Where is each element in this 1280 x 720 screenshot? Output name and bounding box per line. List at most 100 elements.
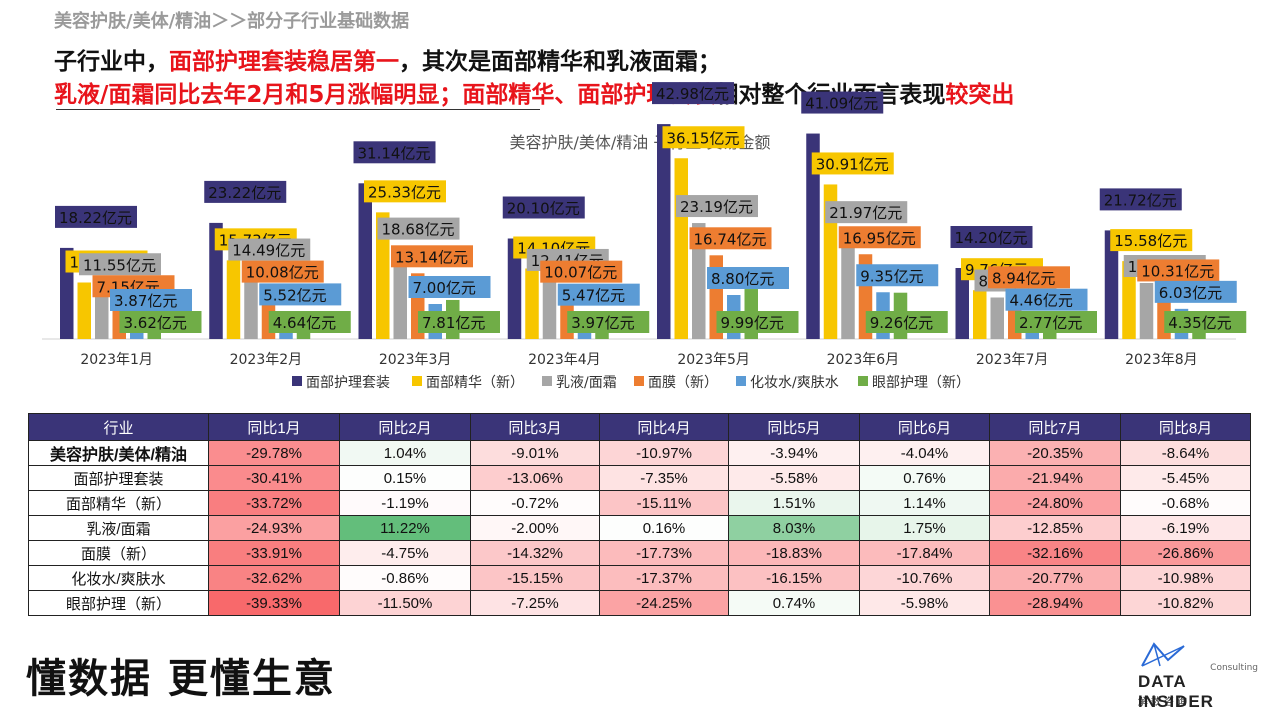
bar [358,183,372,339]
table-header-row: 行业 同比1月 同比2月 同比3月 同比4月 同比5月 同比6月 同比7月 同比8月 [28,413,1251,441]
data-label: 9.26亿元 [870,314,933,332]
data-label: 13.14亿元 [395,248,468,266]
row-label: 美容护肤/美体/精油 [28,440,209,466]
table-cell: 1.14% [859,490,990,516]
data-label-bg [540,260,623,283]
data-label: 10.07亿元 [544,264,617,282]
headline-segment: ，其次是面部精华和乳液面霜； [399,49,721,75]
data-label: 3.87亿元 [114,292,177,310]
table-row: 美容护肤/美体/精油 -29.78% 1.04% -9.01% -10.97% -3.94… [28,440,1251,466]
table-cell: -30.41% [208,465,340,491]
table-cell: -33.91% [208,540,340,566]
data-label: 7.00亿元 [413,279,476,297]
data-label-bg [1099,188,1182,211]
bar [209,222,223,339]
bar [692,223,706,339]
data-label: 36.15亿元 [667,129,740,147]
bar [376,212,390,339]
data-label-bg [353,141,436,164]
data-label: 10.31亿元 [1141,262,1214,280]
data-label-bg [408,276,491,298]
data-label: 4.46亿元 [1010,292,1073,310]
bar [393,245,407,339]
table-header-cell: 同比3月 [470,413,600,441]
table-cell: 8.03% [728,515,860,541]
headline-underline [56,109,540,110]
table-header-cell: 同比4月 [599,413,729,441]
table-cell: 0.74% [728,590,860,616]
data-label: 42.98亿元 [656,85,729,103]
table-cell: -3.94% [728,440,860,466]
headline-segment: 乳液/面霜同比去年2月和5月涨幅明显；面部精华、面部护理套装 [54,82,716,108]
data-label: 18.68亿元 [382,221,455,239]
table-cell: -26.86% [1120,540,1251,566]
legend-label: 乳液/面霜 [556,375,617,391]
x-tick-label: 2023年7月 [976,352,1049,368]
table-cell: -7.35% [599,465,729,491]
data-label-bg [418,311,500,333]
bar [806,133,820,339]
x-tick-label: 2023年3月 [379,352,452,368]
data-label: 14.49亿元 [232,242,305,260]
data-label-bg [119,311,202,333]
data-label: 6.03亿元 [1159,284,1222,302]
data-label-bg [662,126,745,149]
x-tick-label: 2023年6月 [827,352,900,368]
bar [226,260,241,339]
legend-swatch [292,376,302,386]
data-label: 11.55亿元 [83,256,156,274]
data-label-bg [716,311,799,333]
data-label: 8.80亿元 [711,270,774,288]
data-label: 23.22亿元 [208,184,281,202]
table-cell: -4.75% [339,540,471,566]
data-label-bg [55,205,137,228]
logo-cn-text: 解数咨询 [1138,697,1190,708]
table-cell: -10.82% [1120,590,1251,616]
table-header-cell: 同比8月 [1120,413,1251,441]
data-label: 2.77亿元 [1019,314,1082,332]
table-row: 面膜（新） -33.91% -4.75% -14.32% -17.73% -18.83% -… [28,540,1251,566]
bar-chart: 美容护肤/美体/精油 子行业 交易金额 18.22亿元11.30亿元11.55亿… [42,82,1247,391]
table-cell: -5.98% [859,590,990,616]
table-cell: -10.98% [1120,565,1251,591]
data-label: 8.94亿元 [992,269,1055,287]
data-label: 7.81亿元 [422,314,485,332]
data-label: 20.10亿元 [507,200,580,218]
bar [1104,230,1119,339]
table-header-cell: 行业 [28,413,209,441]
data-label-bg [1137,259,1220,282]
bar [990,297,1004,339]
headline-segment: 子行业中， [54,49,169,75]
table-cell: -7.25% [470,590,600,616]
bar [77,282,91,339]
legend-swatch [858,376,868,386]
legend-label: 化妆水/爽肤水 [750,375,839,391]
headline-segment: 面部护理套装稳居第一 [169,49,399,75]
table-cell: -28.94% [989,590,1121,616]
table-cell: -18.83% [728,540,860,566]
table-cell: -5.45% [1120,465,1251,491]
table-header-cell: 同比1月 [208,413,340,441]
bar [841,229,855,339]
data-label: 4.64亿元 [273,314,336,332]
table-cell: -24.80% [989,490,1121,516]
table-cell: -0.68% [1120,490,1251,516]
data-label: 10.08亿元 [246,264,319,282]
data-label: 41.09亿元 [805,95,878,113]
legend-label: 面膜（新） [648,375,718,391]
headline-line-2: 乳液/面霜同比去年2月和5月涨幅明显；面部精华、面部护理套装相对整个行业而言表现… [54,75,1254,109]
table-cell: -20.77% [989,565,1121,591]
table-cell: -21.94% [989,465,1121,491]
data-label: 25.33亿元 [368,183,441,201]
table-cell: -9.01% [470,440,600,466]
bar [674,158,688,339]
table-cell: -39.33% [208,590,340,616]
table-cell: -15.15% [470,565,600,591]
data-label-bg [988,266,1070,289]
row-label: 面膜（新） [28,540,209,566]
data-label: 31.14亿元 [358,144,431,162]
yoy-table: 行业 同比1月 同比2月 同比3月 同比4月 同比5月 同比6月 同比7月 同比8月 美容护肤/… [28,413,1251,616]
table-header-cell: 同比7月 [989,413,1121,441]
row-label: 眼部护理（新） [28,590,209,616]
table-cell: -5.58% [728,465,860,491]
